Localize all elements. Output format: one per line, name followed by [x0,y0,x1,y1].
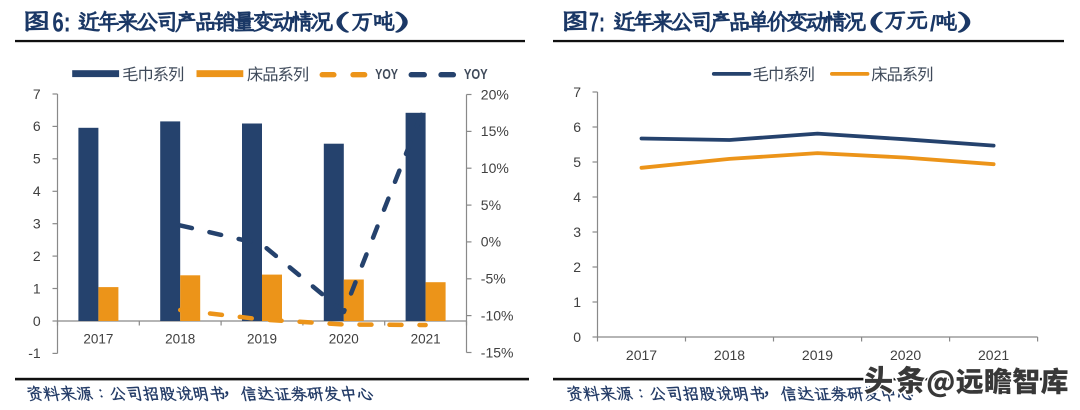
svg-text:10%: 10% [481,160,509,176]
svg-text:-1: -1 [28,345,41,361]
svg-text:2020: 2020 [890,347,921,363]
svg-text:/: / [930,11,936,36]
svg-text:4: 4 [573,189,581,205]
svg-text:-5%: -5% [481,271,506,287]
svg-text:2017: 2017 [83,332,113,347]
svg-text:6:: 6: [52,7,70,38]
svg-text:7: 7 [573,84,581,100]
svg-text:7:: 7: [589,7,605,38]
svg-text:0: 0 [573,329,581,345]
svg-text:2021: 2021 [978,347,1009,363]
svg-text:1: 1 [573,294,581,310]
svg-text:2018: 2018 [165,332,195,347]
svg-text:2019: 2019 [247,332,277,347]
svg-text:YOY: YOY [464,67,488,83]
svg-text:4: 4 [33,183,41,199]
svg-text:7: 7 [33,86,41,102]
svg-text:YOY: YOY [375,67,398,83]
svg-text:3: 3 [33,216,41,232]
svg-text:6: 6 [573,119,581,135]
svg-text:2021: 2021 [411,332,441,347]
svg-text:2019: 2019 [802,347,833,363]
svg-text:3: 3 [573,224,581,240]
svg-text:5: 5 [33,151,41,167]
svg-text:5%: 5% [481,197,501,213]
svg-text:2017: 2017 [626,347,657,363]
svg-text:20%: 20% [481,86,509,102]
svg-text:0: 0 [33,313,41,329]
svg-text:1: 1 [33,280,41,296]
svg-text:2018: 2018 [714,347,745,363]
svg-text:2: 2 [573,259,581,275]
svg-text:2: 2 [33,248,41,264]
svg-text:5: 5 [573,154,581,170]
svg-text:-10%: -10% [481,307,514,323]
svg-text:6: 6 [33,118,41,134]
svg-text:15%: 15% [481,123,509,139]
svg-text:-15%: -15% [481,344,514,360]
svg-text:0%: 0% [481,234,501,250]
svg-text:2020: 2020 [329,332,359,347]
